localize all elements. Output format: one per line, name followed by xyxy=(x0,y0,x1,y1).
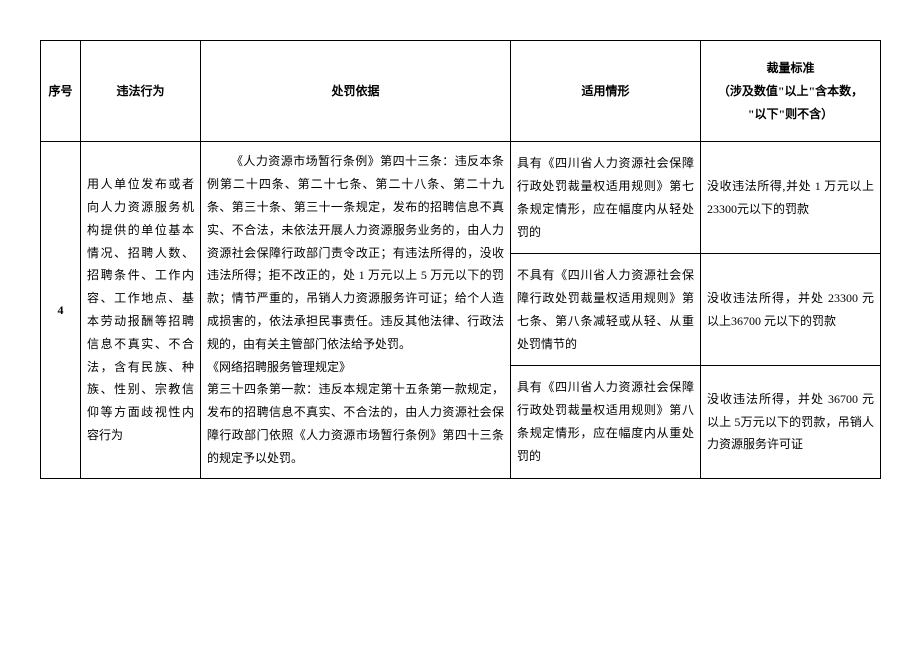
header-seq: 序号 xyxy=(41,41,81,142)
penalty-table: 序号 违法行为 处罚依据 适用情形 裁量标准 （涉及数值"以上"含本数， "以下… xyxy=(40,40,881,479)
header-standard-line2: （涉及数值"以上"含本数， xyxy=(707,80,874,103)
cell-standard-3: 没收违法所得，并处 36700 元以上 5万元以下的罚款，吊销人力资源服务许可证 xyxy=(701,366,881,478)
cell-situation-3: 具有《四川省人力资源社会保障行政处罚裁量权适用规则》第八条规定情形，应在幅度内从… xyxy=(511,366,701,478)
cell-seq: 4 xyxy=(41,142,81,478)
header-row: 序号 违法行为 处罚依据 适用情形 裁量标准 （涉及数值"以上"含本数， "以下… xyxy=(41,41,881,142)
cell-basis: 《人力资源市场暂行条例》第四十三条：违反本条例第二十四条、第二十七条、第二十八条… xyxy=(201,142,511,478)
cell-act: 用人单位发布或者向人力资源服务机构提供的单位基本情况、招聘人数、招聘条件、工作内… xyxy=(81,142,201,478)
header-act: 违法行为 xyxy=(81,41,201,142)
header-standard-line1: 裁量标准 xyxy=(707,57,874,80)
cell-standard-2: 没收违法所得，并处 23300 元以上36700 元以下的罚款 xyxy=(701,254,881,366)
cell-standard-1: 没收违法所得,并处 1 万元以上 23300元以下的罚款 xyxy=(701,142,881,254)
cell-situation-1: 具有《四川省人力资源社会保障行政处罚裁量权适用规则》第七条规定情形，应在幅度内从… xyxy=(511,142,701,254)
basis-para1: 《人力资源市场暂行条例》第四十三条：违反本条例第二十四条、第二十七条、第二十八条… xyxy=(207,150,504,355)
header-standard-line3: "以下"则不含） xyxy=(707,103,874,126)
header-situation: 适用情形 xyxy=(511,41,701,142)
basis-para3: 第三十四条第一款：违反本规定第十五条第一款规定，发布的招聘信息不真实、不合法的，… xyxy=(207,378,504,469)
basis-para2: 《网络招聘服务管理规定》 xyxy=(207,356,504,379)
table-row: 4 用人单位发布或者向人力资源服务机构提供的单位基本情况、招聘人数、招聘条件、工… xyxy=(41,142,881,254)
header-basis: 处罚依据 xyxy=(201,41,511,142)
header-standard: 裁量标准 （涉及数值"以上"含本数， "以下"则不含） xyxy=(701,41,881,142)
cell-situation-2: 不具有《四川省人力资源社会保障行政处罚裁量权适用规则》第七条、第八条减轻或从轻、… xyxy=(511,254,701,366)
